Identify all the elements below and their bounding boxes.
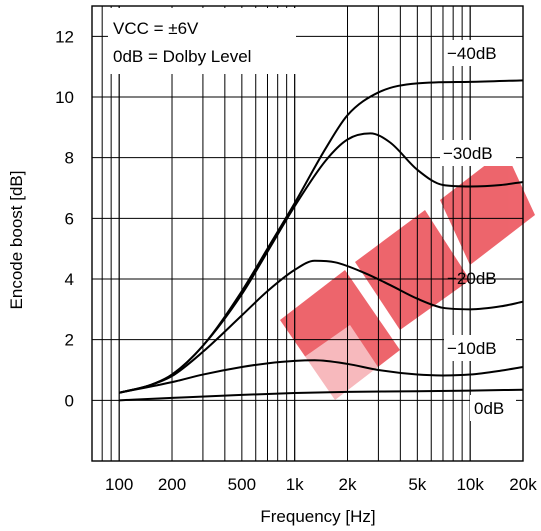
curve-label-minus20db: −20dB xyxy=(447,269,497,288)
conditions-note: VCC = ±6V 0dB = Dolby Level xyxy=(108,8,296,74)
note-background xyxy=(108,8,296,74)
y-tick-label: 12 xyxy=(55,27,74,46)
curve-label-minus40db: −40dB xyxy=(447,44,497,63)
y-tick-label: 2 xyxy=(65,331,74,350)
curve-label-minus30db: −30dB xyxy=(443,144,493,163)
series-line-1 xyxy=(118,132,523,394)
series-line-4 xyxy=(119,388,523,402)
curve-labels: −40dB −30dB −20dB −10dB 0dB xyxy=(440,40,516,421)
watermark-shape-2 xyxy=(355,210,470,330)
y-tick-label: 4 xyxy=(65,270,74,289)
curve-label-bg-10 xyxy=(444,335,516,361)
x-tick-label: 100 xyxy=(105,475,133,494)
curve-label-0db: 0dB xyxy=(474,399,504,418)
x-tick-labels: 100 200 500 1k 2k 5k 10k 20k xyxy=(105,475,537,494)
plot-frame xyxy=(91,5,524,462)
x-tick-label: 5k xyxy=(408,475,426,494)
curve-label-bg-30 xyxy=(440,140,516,166)
x-tick-label: 2k xyxy=(339,475,357,494)
series-line-3 xyxy=(118,359,523,394)
x-tick-label: 10k xyxy=(456,475,484,494)
x-tick-label: 200 xyxy=(158,475,186,494)
x-tick-label: 500 xyxy=(228,475,256,494)
series-line-2 xyxy=(118,259,523,394)
curve-label-bg-40 xyxy=(444,40,516,66)
x-axis-title: Frequency [Hz] xyxy=(260,507,375,526)
y-tick-label: 8 xyxy=(65,149,74,168)
curves xyxy=(118,79,523,402)
y-tick-label: 6 xyxy=(65,209,74,228)
note-line-dolby: 0dB = Dolby Level xyxy=(113,47,251,66)
curve-label-bg-0 xyxy=(470,395,516,421)
grid xyxy=(91,6,524,462)
x-tick-label: 1k xyxy=(286,475,304,494)
y-tick-label: 10 xyxy=(55,88,74,107)
y-tick-label: 0 xyxy=(65,391,74,410)
note-line-vcc: VCC = ±6V xyxy=(113,19,199,38)
curve-label-minus10db: −10dB xyxy=(447,339,497,358)
y-axis-title: Encode boost [dB] xyxy=(7,171,26,310)
watermark-shape-3 xyxy=(440,150,535,265)
watermark-shape-4 xyxy=(300,325,380,405)
x-tick-label: 20k xyxy=(509,475,537,494)
y-tick-labels: 0 2 4 6 8 10 12 xyxy=(55,27,74,410)
